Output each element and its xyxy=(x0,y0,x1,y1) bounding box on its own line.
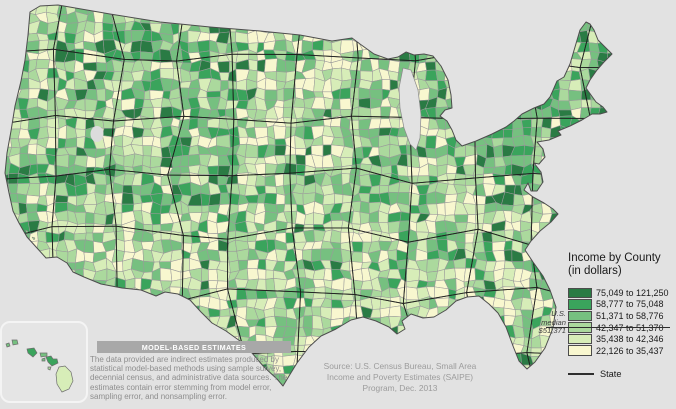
legend-class-label: 22,126 to 35,437 xyxy=(596,345,664,356)
channel-island xyxy=(24,229,29,234)
legend-swatch xyxy=(568,333,592,345)
source-note: Source: U.S. Census Bureau, Small Area I… xyxy=(323,361,477,394)
legend-row: 58,777 to 75,048 xyxy=(568,299,676,311)
model-based-estimates-title: MODEL-BASED ESTIMATES xyxy=(97,341,291,353)
hawaii-island xyxy=(11,339,19,346)
legend-class-label: 75,049 to 121,250 xyxy=(596,287,669,298)
legend-row: 75,049 to 121,250 xyxy=(568,287,676,299)
us-median-annotation: U.S. median $51,371 xyxy=(514,309,566,336)
hawaii-island xyxy=(5,342,11,348)
legend-swatch xyxy=(568,310,592,322)
hawaii-island xyxy=(47,366,52,371)
great-salt-lake xyxy=(90,126,104,142)
legend-row: 22,126 to 35,437 xyxy=(568,345,676,357)
legend-row: 35,438 to 42,346 xyxy=(568,333,676,345)
legend-swatch xyxy=(568,345,592,357)
hawaii-inset-box xyxy=(0,321,88,403)
hawaii-island xyxy=(45,355,59,367)
legend-swatch xyxy=(568,287,592,299)
us-outline xyxy=(4,4,613,387)
hawaii-island xyxy=(55,365,74,393)
model-based-estimates-note: MODEL-BASED ESTIMATES The data provided … xyxy=(90,341,298,401)
legend-swatch xyxy=(568,299,592,310)
hawaii-island xyxy=(41,357,46,362)
hawaii-island xyxy=(39,352,48,358)
legend-class-label: 51,371 to 58,776 xyxy=(596,310,664,321)
legend-class-label: 58,777 to 75,048 xyxy=(596,299,664,310)
legend-subtitle: (in dollars) xyxy=(568,265,622,277)
legend-rows: 75,049 to 121,250 58,777 to 75,048 51,371 … xyxy=(568,287,676,357)
legend-title: Income by County xyxy=(568,252,661,264)
hawaii-islands xyxy=(5,339,74,393)
model-based-estimates-body: The data provided are indirect estimates… xyxy=(90,354,288,401)
us-median-annotation-line: median xyxy=(541,317,566,327)
us-median-annotation-line: U.S. xyxy=(551,309,566,318)
legend: Income by County (in dollars) 75,049 to … xyxy=(568,252,676,357)
us-median-line xyxy=(546,327,670,329)
state-legend-label: State xyxy=(600,369,622,379)
state-legend-entry: State xyxy=(568,369,621,379)
legend-class-label: 35,438 to 42,346 xyxy=(596,334,664,345)
hawaii-island xyxy=(26,347,38,358)
lake-michigan xyxy=(398,67,422,151)
state-border-line-symbol xyxy=(568,373,594,375)
us-median-annotation-line: $51,371 xyxy=(538,326,566,336)
channel-island xyxy=(31,236,36,241)
legend-row: 51,371 to 58,776 xyxy=(568,310,676,322)
